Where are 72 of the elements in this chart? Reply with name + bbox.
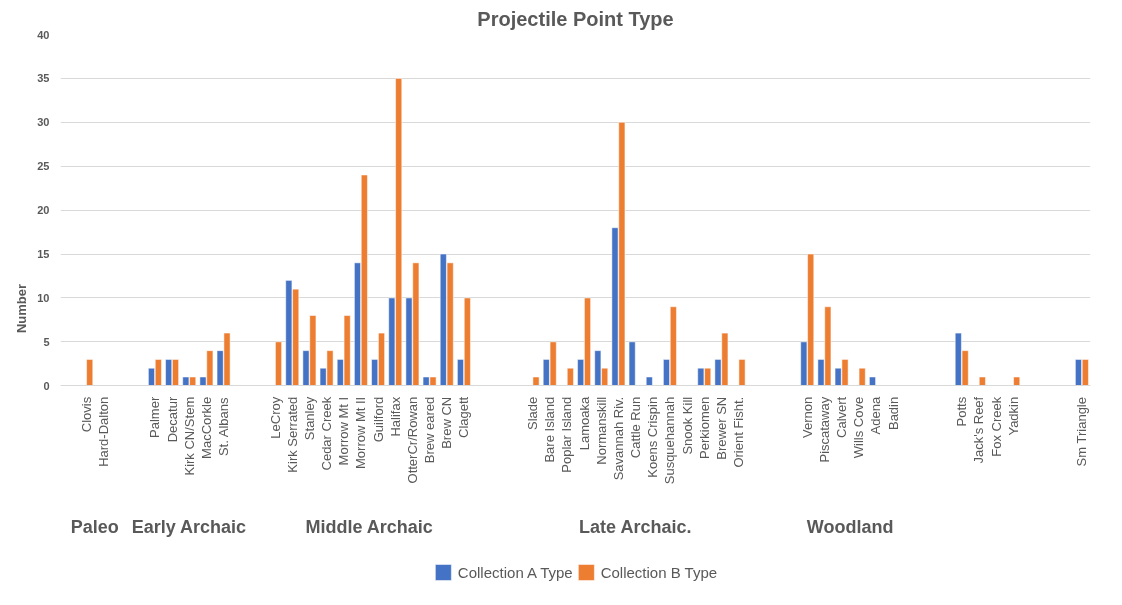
x-tick-label: Cedar Creek [319, 396, 335, 471]
y-tick-label: 0 [43, 379, 50, 392]
x-tick-label: Clagett [456, 396, 472, 438]
x-tick-label: Brewer SN [713, 396, 729, 460]
x-tick-label: Palmer [147, 396, 163, 438]
y-tick-label: 5 [43, 335, 50, 348]
x-tick-label: Morrow Mt II [353, 396, 369, 470]
x-tick-label: Slade [525, 396, 541, 431]
x-tick-label: Sm Triangle [1074, 397, 1090, 467]
x-tick-label: Poplar Island [559, 396, 575, 473]
bar [628, 341, 636, 387]
x-tick-label: Wills Cove [851, 396, 867, 459]
x-tick-label: Guilford [370, 396, 386, 443]
x-tick-label: Stanley [301, 396, 317, 441]
x-tick-label: OtterCr/Rowan [404, 396, 420, 484]
legend-label: Collection B Type [600, 563, 718, 581]
y-tick-label: 30 [37, 116, 50, 129]
bar [645, 376, 653, 387]
bar [1013, 376, 1021, 387]
x-tick-label: Kirk Serrated [284, 396, 300, 473]
x-tick-label: Morrow Mt I [336, 396, 352, 466]
x-tick-label: Normanskill [593, 396, 609, 465]
chart-title: Projectile Point Type [477, 7, 674, 30]
bar [869, 376, 876, 387]
x-tick-label: Clovis [78, 396, 94, 433]
x-tick-label: Kirk CN/Stem [181, 396, 197, 476]
bar [567, 367, 574, 387]
text: Woodland [806, 516, 894, 537]
x-tick-label: MacCorkle [198, 396, 214, 459]
bar [86, 359, 94, 387]
x-tick-label: Halifax [387, 396, 403, 437]
x-tick-label: Lamoaka [576, 396, 592, 451]
x-tick-label: Perkiomen [696, 396, 712, 459]
x-tick-label: Orient Fisht. [731, 396, 747, 468]
x-tick-label: Bare Island [542, 396, 558, 463]
x-tick-label: Yadkin [1005, 396, 1021, 436]
y-tick-label: 40 [37, 28, 50, 41]
x-tick-label: Badin [885, 396, 901, 431]
x-tick-label: Savannah Riv. [610, 396, 626, 481]
text: Early Archaic [131, 516, 247, 537]
x-tick-label: Cattle Run [628, 396, 644, 459]
x-tick-label: Jack's Reef [971, 396, 987, 464]
x-tick-label: Vernon [799, 396, 815, 438]
x-tick-label: Brew eared [422, 396, 438, 464]
bar [858, 367, 866, 387]
x-tick-label: Piscataway [816, 396, 832, 463]
y-tick-label: 10 [37, 291, 50, 304]
x-tick-label: St. Albans [216, 397, 232, 457]
bar [738, 359, 746, 387]
x-tick-label: Decatur [164, 396, 180, 443]
y-tick-label: 15 [37, 248, 50, 261]
x-tick-label: Susquehannah [662, 396, 678, 485]
bar [979, 376, 986, 387]
y-tick-label: 35 [37, 72, 50, 85]
bar [532, 376, 540, 387]
y-tick-label: 25 [37, 160, 50, 173]
x-tick-label: Fox Creek [988, 396, 1004, 457]
text: Middle Archaic [305, 516, 433, 537]
x-tick-label: Brew CN [439, 396, 455, 449]
text: Paleo [70, 516, 119, 537]
x-tick-label: LeCroy [267, 396, 283, 439]
y-axis-title: Number [14, 283, 30, 334]
y-tick-label: 20 [37, 204, 50, 217]
legend-label: Collection A Type [457, 563, 573, 581]
x-tick-label: Hard-Dalton [95, 396, 111, 467]
x-tick-label: Koens Crispin [645, 396, 661, 478]
text: Late Archaic. [579, 516, 692, 537]
x-tick-label: Potts [954, 396, 970, 427]
bar [275, 341, 282, 387]
x-tick-label: Adena [868, 396, 884, 435]
x-tick-label: Snook Kill [679, 396, 695, 455]
x-tick-label: Calvert [834, 396, 850, 438]
